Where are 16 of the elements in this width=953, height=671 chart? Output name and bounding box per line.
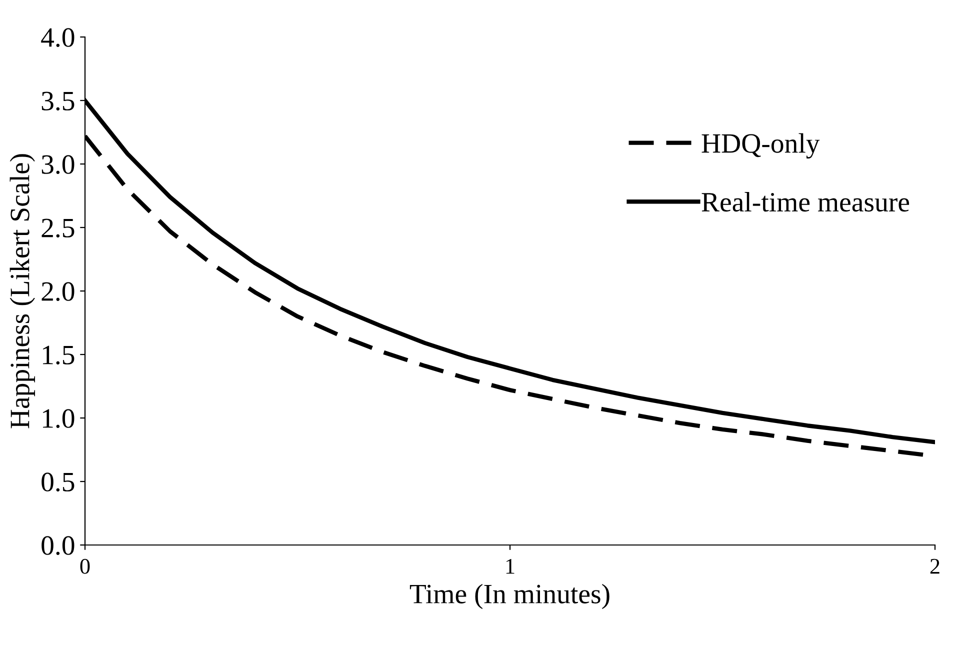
- x-tick-label: 2: [930, 558, 940, 574]
- y-axis-title: Happiness (Likert Scale): [10, 154, 35, 428]
- y-tick-label: 0.5: [42, 472, 74, 492]
- y-tick-label: 0.0: [42, 536, 74, 556]
- legend-label: Real-time measure: [702, 192, 910, 212]
- y-tick-label: 1.0: [43, 409, 74, 428]
- y-tick-label: 1.5: [43, 346, 74, 365]
- x-tick-label: 0: [80, 558, 90, 574]
- y-tick-label: 2.0: [42, 282, 74, 302]
- x-tick-label: 1: [506, 558, 514, 574]
- y-tick-label: 3.5: [42, 92, 74, 111]
- y-tick-label: 2.5: [42, 218, 74, 238]
- legend-label: HDQ-only: [702, 133, 820, 159]
- y-tick-label: 4.0: [41, 28, 74, 48]
- y-tick-label: 3.0: [42, 155, 74, 174]
- x-axis-title: Time (In minutes): [410, 584, 610, 610]
